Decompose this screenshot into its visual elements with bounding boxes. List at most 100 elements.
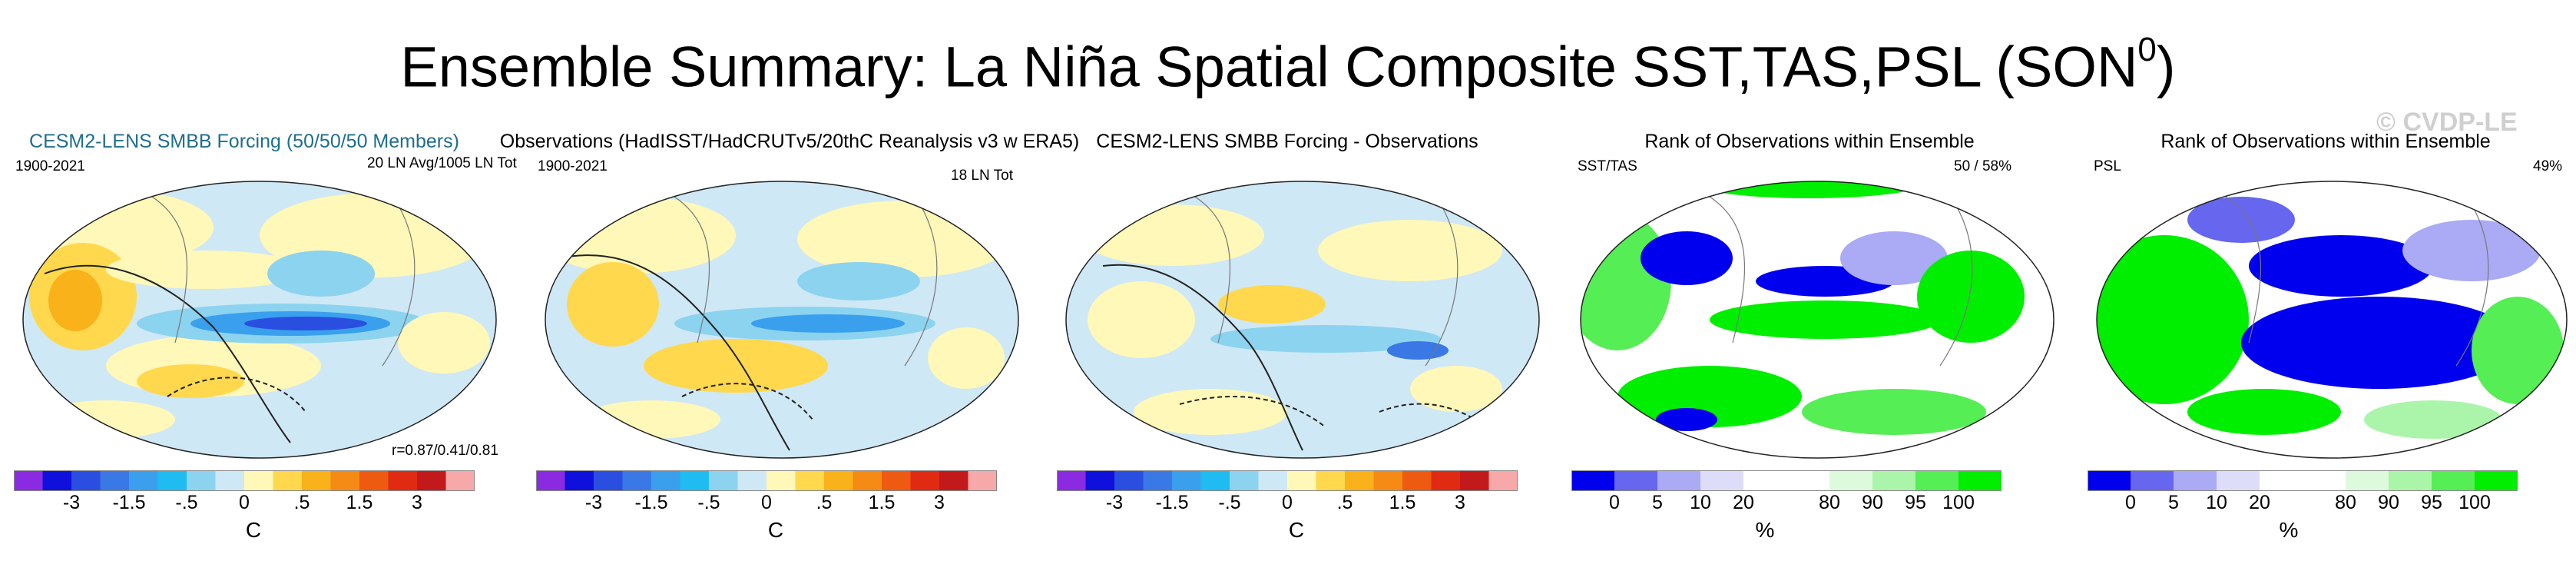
colorbar-outline [14, 470, 475, 491]
colorbar-tick-label: 95 [1905, 492, 1926, 513]
colorbar-swatch [651, 470, 680, 490]
colorbar-tick-label: 3 [412, 492, 422, 513]
colorbar-swatch [14, 470, 43, 490]
colorbar-swatch [1743, 470, 1787, 490]
colorbar-swatch [2217, 470, 2260, 490]
colorbar-swatch [853, 470, 882, 490]
colorbar-tick-label: .5 [816, 492, 833, 513]
colorbar-swatch [302, 470, 331, 490]
colorbar-temperature [1057, 470, 1518, 491]
colorbar-swatch [1958, 470, 2002, 490]
colorbar-swatch [2432, 470, 2475, 490]
map-border [2096, 181, 2568, 459]
rank-field [2097, 197, 2564, 439]
colorbar-tick-label: -1.5 [112, 492, 146, 513]
colorbar-swatch [330, 470, 360, 490]
colorbar-swatch [2346, 470, 2389, 490]
panel-title: Rank of Observations within Ensemble [2160, 131, 2491, 152]
colorbar-swatch [2389, 470, 2432, 490]
contour-line [1102, 264, 1303, 451]
title-superscript: 0 [2137, 31, 2157, 68]
panel-observations: Observations (HadISST/HadCRUTv5/20thC Re… [500, 131, 1079, 561]
colorbar-swatch [680, 470, 710, 490]
colorbar-swatch [968, 470, 997, 490]
colorbar-tick-label: 0 [1282, 492, 1293, 513]
panel-title: CESM2-LENS SMBB Forcing - Observations [1096, 131, 1478, 152]
colorbar-tick-label: 90 [1862, 492, 1883, 513]
colorbar-swatch [417, 470, 446, 490]
colorbar-swatch [1657, 470, 1701, 490]
colorbar-swatch [2475, 470, 2518, 490]
colorbar-tick-label: -3 [62, 492, 81, 513]
rank-field [1581, 181, 2025, 435]
rank-stat: 49% [2533, 158, 2563, 174]
map-difference [1065, 181, 1540, 459]
colorbar-swatch [536, 470, 565, 490]
colorbar-swatch [1345, 470, 1374, 490]
colorbar-tick-label: -1.5 [634, 492, 668, 513]
colorbar-swatch [737, 470, 767, 490]
period-label: 1900-2021 [538, 158, 608, 174]
colorbar-swatch [2303, 470, 2346, 490]
colorbar-tick-label: 0 [239, 492, 250, 513]
panel-title: Rank of Observations within Ensemble [1644, 131, 1975, 152]
colorbar-ticks: -3 -1.5 -.5 0 .5 1.5 3 [536, 492, 1043, 523]
colorbar-tick-label: 95 [2421, 492, 2442, 513]
colorbar-ticks: 0 5 10 20 80 90 95 100 [2088, 492, 2576, 523]
colorbar-swatch [594, 470, 623, 490]
colorbar-swatch [129, 470, 158, 490]
colorbar-tick-label: 20 [2249, 492, 2270, 513]
colorbar-tick-label: 10 [1690, 492, 1711, 513]
colorbar-tick-label: 80 [2335, 492, 2356, 513]
panel-title: Observations (HadISST/HadCRUTv5/20thC Re… [499, 131, 1080, 152]
colorbar-outline [1057, 470, 1518, 491]
map-border [22, 181, 497, 459]
coastline [1709, 196, 1973, 367]
map-rank-psl [2096, 181, 2568, 459]
panel-title: CESM2-LENS SMBB Forcing (50/50/50 Member… [29, 131, 459, 152]
contour-dashed [681, 383, 813, 420]
map-border [1065, 181, 1540, 459]
colorbar-swatch [1172, 470, 1201, 490]
colorbar-tick-label: 1.5 [1389, 492, 1416, 513]
colorbar-swatch [939, 470, 968, 490]
colorbar-tick-label: 0 [761, 492, 772, 513]
colorbar-swatch [359, 470, 389, 490]
colorbar-swatch [767, 470, 796, 490]
colorbar-swatch [1460, 470, 1489, 490]
map-observations [545, 181, 1019, 459]
colorbar-swatch [1872, 470, 1916, 490]
colorbar-swatch [565, 470, 594, 490]
colorbar-tick-label: -.5 [697, 492, 720, 513]
coastline [151, 196, 416, 367]
colorbar-swatch [273, 470, 303, 490]
coastline [674, 196, 938, 367]
colorbar-swatch [1230, 470, 1259, 490]
colorbar-swatch [157, 470, 187, 490]
anomaly-field [23, 189, 490, 439]
colorbar-swatch [1700, 470, 1744, 490]
colorbar-swatch [215, 470, 245, 490]
colorbar-swatch [187, 470, 216, 490]
colorbar-ticks: -3 -1.5 -.5 0 .5 1.5 3 [14, 492, 521, 523]
colorbar-swatch [2174, 470, 2217, 490]
colorbar-tick-label: -1.5 [1155, 492, 1189, 513]
colorbar-tick-label: -3 [584, 492, 603, 513]
rank-stat: 50 / 58% [1954, 158, 2011, 174]
colorbar-outline [1571, 470, 2002, 491]
colorbar-swatch [882, 470, 911, 490]
colorbar-unit: C [1288, 518, 1305, 542]
colorbar-tick-label: -3 [1105, 492, 1124, 513]
colorbar-swatch [1085, 470, 1115, 490]
colorbar-ticks: -3 -1.5 -.5 0 .5 1.5 3 [1057, 492, 1564, 523]
contour-line [44, 264, 291, 443]
members-label: 20 LN Avg/1005 LN Tot [367, 155, 517, 171]
colorbar-tick-label: 0 [2125, 492, 2136, 513]
panel-model-composite: CESM2-LENS SMBB Forcing (50/50/50 Member… [14, 131, 521, 561]
colorbar-swatch [2088, 470, 2131, 490]
colorbar-tick-label: 20 [1733, 492, 1754, 513]
colorbar-swatch [1614, 470, 1658, 490]
colorbar-swatch [1786, 470, 1830, 490]
colorbar-unit: % [1755, 518, 1775, 542]
colorbar-tick-label: 5 [1652, 492, 1663, 513]
